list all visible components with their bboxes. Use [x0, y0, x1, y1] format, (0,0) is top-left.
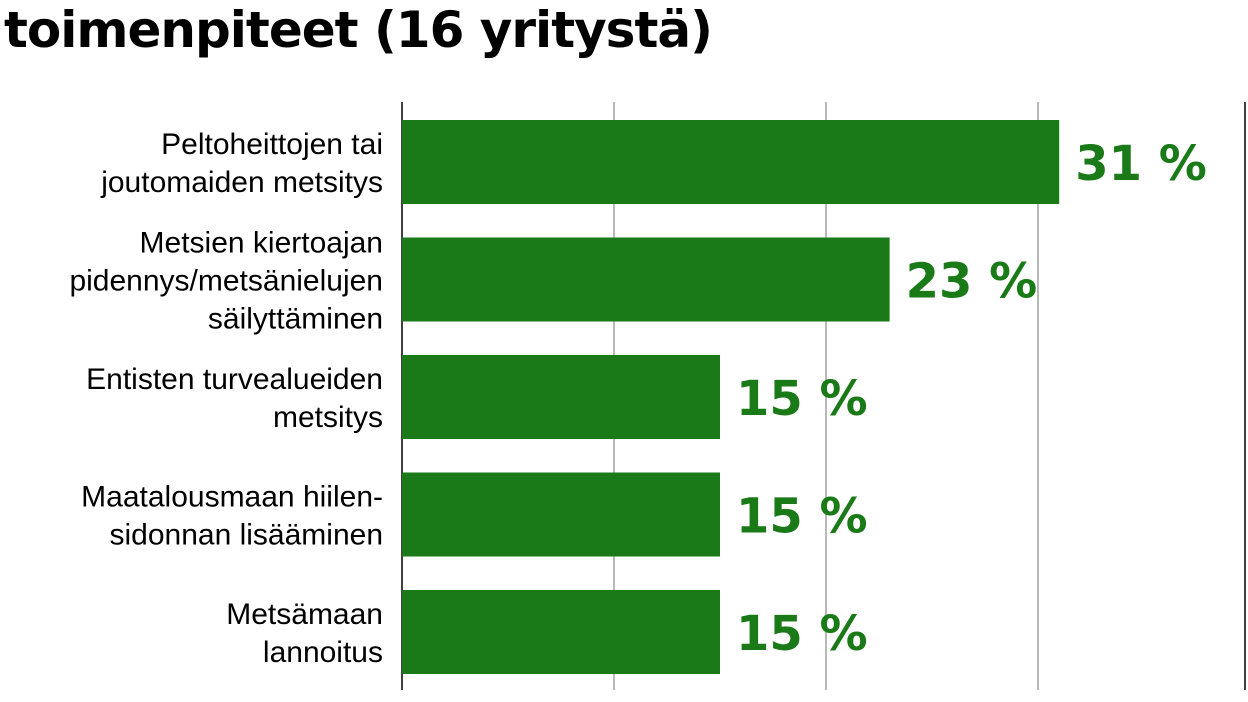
bar-3	[402, 472, 720, 557]
value-label-1: 23 %	[906, 254, 1038, 310]
category-label-4: Metsämaan lannoitus	[226, 598, 383, 669]
category-label-2: Entisten turvealueiden metsitys	[86, 363, 383, 434]
bar-0	[402, 120, 1060, 204]
chart-title: toimenpiteet (16 yritystä)	[4, 1, 713, 59]
value-label-0: 31 %	[1075, 136, 1207, 192]
value-label-3: 15 %	[736, 489, 868, 545]
bar-2	[402, 355, 720, 439]
value-label-4: 15 %	[736, 606, 868, 662]
bar-1	[402, 237, 890, 322]
bar-4	[402, 590, 720, 674]
category-label-1: Metsien kiertoajan pidennys/metsänielujen…	[69, 227, 383, 336]
category-label-3: Maatalousmaan hiilen-sidonnan lisääminen	[81, 481, 383, 552]
bars	[402, 120, 1060, 674]
category-label-0: Peltoheittojen tai joutomaiden metsitys	[100, 128, 383, 199]
value-label-2: 15 %	[736, 371, 868, 427]
value-labels: 31 % 23 % 15 % 15 % 15 %	[736, 136, 1207, 662]
category-labels: Peltoheittojen tai joutomaiden metsitys Me…	[69, 128, 383, 669]
